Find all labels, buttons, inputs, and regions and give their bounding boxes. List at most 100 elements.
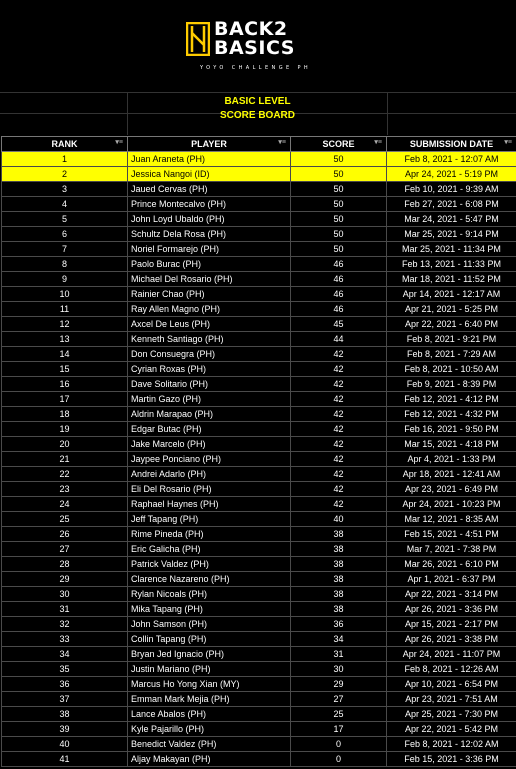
score-cell[interactable]: 46: [290, 271, 387, 287]
rank-cell[interactable]: 21: [1, 451, 128, 467]
player-cell[interactable]: John Samson (PH): [127, 616, 291, 632]
player-cell[interactable]: Rime Pineda (PH): [127, 526, 291, 542]
score-cell[interactable]: 38: [290, 571, 387, 587]
score-cell[interactable]: 42: [290, 391, 387, 407]
rank-cell[interactable]: 27: [1, 541, 128, 557]
player-cell[interactable]: Cyrian Roxas (PH): [127, 361, 291, 377]
rank-cell[interactable]: 7: [1, 241, 128, 257]
rank-cell[interactable]: 37: [1, 691, 128, 707]
player-cell[interactable]: Jaued Cervas (PH): [127, 181, 291, 197]
date-cell[interactable]: Mar 25, 2021 - 9:14 PM: [386, 226, 516, 242]
level-title[interactable]: BASIC LEVEL: [224, 96, 291, 107]
score-cell[interactable]: 42: [290, 466, 387, 482]
score-cell[interactable]: 17: [290, 721, 387, 737]
player-cell[interactable]: Kyle Pajarillo (PH): [127, 721, 291, 737]
date-cell[interactable]: Feb 8, 2021 - 12:02 AM: [386, 736, 516, 752]
player-cell[interactable]: Clarence Nazareno (PH): [127, 571, 291, 587]
filter-icon[interactable]: ▾≡: [278, 139, 286, 146]
score-cell[interactable]: 38: [290, 586, 387, 602]
rank-cell[interactable]: 32: [1, 616, 128, 632]
rank-cell[interactable]: 40: [1, 736, 128, 752]
score-cell[interactable]: 38: [290, 526, 387, 542]
score-cell[interactable]: 31: [290, 646, 387, 662]
player-cell[interactable]: Lance Abalos (PH): [127, 706, 291, 722]
score-cell[interactable]: 30: [290, 661, 387, 677]
player-cell[interactable]: Bryan Jed Ignacio (PH): [127, 646, 291, 662]
date-cell[interactable]: Apr 23, 2021 - 7:51 AM: [386, 691, 516, 707]
rank-cell[interactable]: 9: [1, 271, 128, 287]
date-cell[interactable]: Apr 4, 2021 - 1:33 PM: [386, 451, 516, 467]
score-cell[interactable]: 46: [290, 286, 387, 302]
player-cell[interactable]: Collin Tapang (PH): [127, 631, 291, 647]
score-cell[interactable]: 50: [290, 196, 387, 212]
score-cell[interactable]: 50: [290, 151, 387, 167]
score-cell[interactable]: 50: [290, 166, 387, 182]
score-cell[interactable]: 42: [290, 496, 387, 512]
date-cell[interactable]: Mar 26, 2021 - 6:10 PM: [386, 556, 516, 572]
player-cell[interactable]: Schultz Dela Rosa (PH): [127, 226, 291, 242]
player-cell[interactable]: Eli Del Rosario (PH): [127, 481, 291, 497]
date-cell[interactable]: Mar 7, 2021 - 7:38 PM: [386, 541, 516, 557]
player-cell[interactable]: Mika Tapang (PH): [127, 601, 291, 617]
player-cell[interactable]: Jeff Tapang (PH): [127, 511, 291, 527]
filter-icon[interactable]: ▾≡: [374, 139, 382, 146]
player-cell[interactable]: Justin Mariano (PH): [127, 661, 291, 677]
rank-cell[interactable]: 4: [1, 196, 128, 212]
date-cell[interactable]: Mar 15, 2021 - 4:18 PM: [386, 436, 516, 452]
filter-icon[interactable]: ▾≡: [504, 139, 512, 146]
player-cell[interactable]: Marcus Ho Yong Xian (MY): [127, 676, 291, 692]
rank-cell[interactable]: 19: [1, 421, 128, 437]
date-cell[interactable]: Feb 8, 2021 - 12:07 AM: [386, 151, 516, 167]
rank-cell[interactable]: 23: [1, 481, 128, 497]
score-header[interactable]: SCORE ▾≡: [290, 136, 387, 152]
player-cell[interactable]: Michael Del Rosario (PH): [127, 271, 291, 287]
rank-cell[interactable]: 3: [1, 181, 128, 197]
player-cell[interactable]: Ray Allen Magno (PH): [127, 301, 291, 317]
date-cell[interactable]: Apr 10, 2021 - 6:54 PM: [386, 676, 516, 692]
date-cell[interactable]: Feb 27, 2021 - 6:08 PM: [386, 196, 516, 212]
rank-cell[interactable]: 31: [1, 601, 128, 617]
date-cell[interactable]: Feb 10, 2021 - 9:39 AM: [386, 181, 516, 197]
date-cell[interactable]: Feb 9, 2021 - 8:39 PM: [386, 376, 516, 392]
player-cell[interactable]: Emman Mark Mejia (PH): [127, 691, 291, 707]
date-cell[interactable]: Apr 24, 2021 - 11:07 PM: [386, 646, 516, 662]
player-cell[interactable]: John Loyd Ubaldo (PH): [127, 211, 291, 227]
rank-cell[interactable]: 29: [1, 571, 128, 587]
date-cell[interactable]: Mar 25, 2021 - 11:34 PM: [386, 241, 516, 257]
score-cell[interactable]: 42: [290, 346, 387, 362]
score-cell[interactable]: 46: [290, 301, 387, 317]
rank-cell[interactable]: 2: [1, 166, 128, 182]
rank-cell[interactable]: 18: [1, 406, 128, 422]
rank-cell[interactable]: 1: [1, 151, 128, 167]
rank-cell[interactable]: 38: [1, 706, 128, 722]
rank-cell[interactable]: 14: [1, 346, 128, 362]
date-cell[interactable]: Apr 24, 2021 - 5:19 PM: [386, 166, 516, 182]
date-cell[interactable]: Apr 22, 2021 - 3:14 PM: [386, 586, 516, 602]
score-cell[interactable]: 38: [290, 556, 387, 572]
rank-cell[interactable]: 16: [1, 376, 128, 392]
date-cell[interactable]: Apr 21, 2021 - 5:25 PM: [386, 301, 516, 317]
date-cell[interactable]: Apr 23, 2021 - 6:49 PM: [386, 481, 516, 497]
player-cell[interactable]: Noriel Formarejo (PH): [127, 241, 291, 257]
player-cell[interactable]: Edgar Butac (PH): [127, 421, 291, 437]
date-cell[interactable]: Apr 25, 2021 - 7:30 PM: [386, 706, 516, 722]
score-cell[interactable]: 42: [290, 421, 387, 437]
date-header[interactable]: SUBMISSION DATE ▾≡: [386, 136, 516, 152]
player-cell[interactable]: Rylan Nicoals (PH): [127, 586, 291, 602]
player-cell[interactable]: Dave Solitario (PH): [127, 376, 291, 392]
rank-cell[interactable]: 36: [1, 676, 128, 692]
date-cell[interactable]: Feb 13, 2021 - 11:33 PM: [386, 256, 516, 272]
rank-cell[interactable]: 12: [1, 316, 128, 332]
score-cell[interactable]: 25: [290, 706, 387, 722]
date-cell[interactable]: Mar 12, 2021 - 8:35 AM: [386, 511, 516, 527]
rank-cell[interactable]: 35: [1, 661, 128, 677]
date-cell[interactable]: Apr 15, 2021 - 2:17 PM: [386, 616, 516, 632]
date-cell[interactable]: Feb 8, 2021 - 10:50 AM: [386, 361, 516, 377]
date-cell[interactable]: Feb 8, 2021 - 7:29 AM: [386, 346, 516, 362]
player-cell[interactable]: Prince Montecalvo (PH): [127, 196, 291, 212]
player-cell[interactable]: Aljay Makayan (PH): [127, 751, 291, 767]
date-cell[interactable]: Apr 14, 2021 - 12:17 AM: [386, 286, 516, 302]
date-cell[interactable]: Mar 18, 2021 - 11:52 PM: [386, 271, 516, 287]
date-cell[interactable]: Feb 12, 2021 - 4:32 PM: [386, 406, 516, 422]
rank-cell[interactable]: 24: [1, 496, 128, 512]
